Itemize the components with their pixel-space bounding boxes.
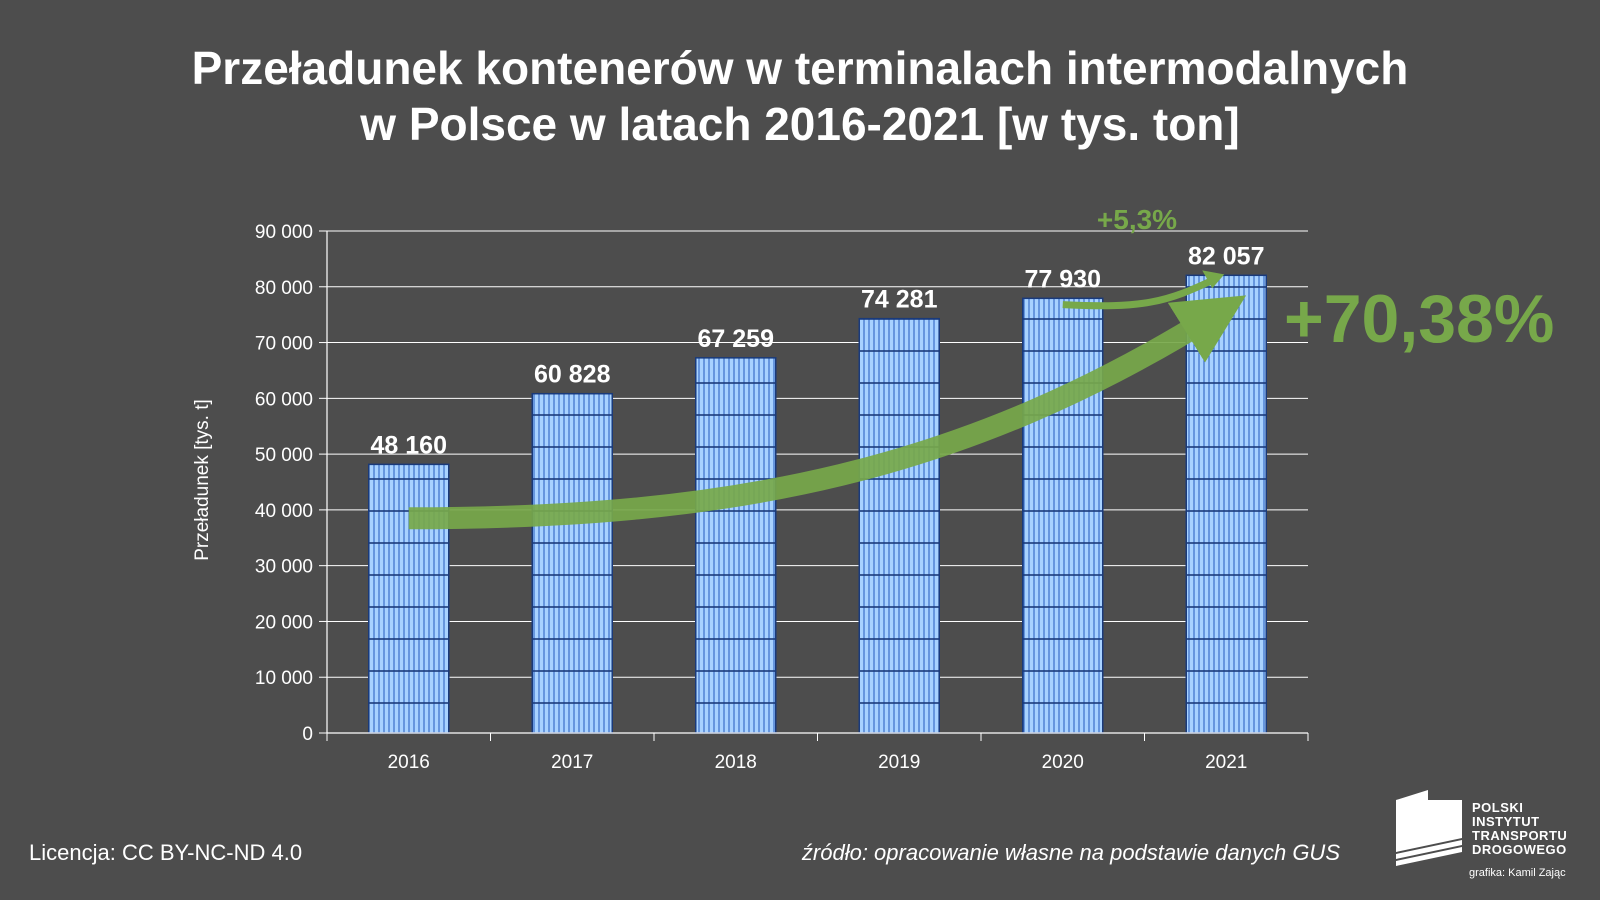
- y-tick-label: 90 000: [255, 222, 313, 243]
- y-tick-label: 60 000: [255, 389, 313, 410]
- y-tick-label: 30 000: [255, 557, 313, 578]
- logo-line: INSTYTUT: [1472, 814, 1540, 829]
- x-tick-label: 2019: [878, 752, 920, 773]
- bar-2020: [1022, 297, 1104, 734]
- bars: [368, 274, 1267, 734]
- pitd-logo: POLSKI INSTYTUT TRANSPORTU DROGOWEGO: [1392, 790, 1582, 890]
- y-tick-label: 10 000: [255, 668, 313, 689]
- y-tick-label: 0: [302, 724, 313, 745]
- x-tick-label: 2017: [551, 752, 593, 773]
- total-growth-arrow: [408, 295, 1247, 530]
- y-tick-label: 70 000: [255, 334, 313, 355]
- x-tick-label: 2020: [1042, 752, 1084, 773]
- growth-annotation-total: +70,38%: [1284, 281, 1554, 357]
- grid-lines: [327, 230, 1308, 678]
- title-line-1: Przeładunek kontenerów w terminalach int…: [191, 42, 1409, 94]
- y-axis-label: Przeładunek [tys. t]: [192, 399, 213, 561]
- y-tick-label: 20 000: [255, 612, 313, 633]
- license-text: Licencja: CC BY-NC-ND 4.0: [29, 840, 303, 865]
- y-tick-label: 40 000: [255, 501, 313, 522]
- source-text: źródło: opracowanie własne na podstawie …: [801, 840, 1340, 865]
- value-label: 82 057: [1188, 242, 1264, 270]
- value-label: 60 828: [534, 361, 611, 389]
- logo-line: POLSKI: [1472, 800, 1524, 815]
- bar-2021: [1185, 274, 1267, 734]
- bar-2019: [858, 317, 940, 734]
- x-tick-label: 2016: [388, 752, 430, 773]
- yearly-growth-arrowhead: [1202, 270, 1225, 289]
- value-label: 67 259: [698, 325, 774, 353]
- title-line-2: w Polsce w latach 2016-2021 [w tys. ton]: [360, 98, 1240, 150]
- graphic-credit: grafika: Kamil Zając: [1469, 867, 1566, 879]
- logo-line: TRANSPORTU: [1472, 828, 1568, 843]
- logo-line: DROGOWEGO: [1472, 842, 1567, 857]
- bar-2018: [695, 357, 777, 734]
- yearly-growth-arrow: [1062, 275, 1218, 310]
- bar-2017: [531, 392, 613, 734]
- chart-title: Przeładunek kontenerów w terminalach int…: [0, 40, 1600, 152]
- x-tick-label: 2021: [1205, 752, 1247, 773]
- growth-arrows: [408, 270, 1247, 530]
- logo-mark-icon: [1396, 790, 1462, 866]
- value-label: 74 281: [861, 286, 938, 314]
- bar-2016: [368, 463, 450, 734]
- value-label: 48 160: [371, 431, 447, 459]
- y-tick-label: 50 000: [255, 445, 313, 466]
- y-tick-label: 80 000: [255, 278, 313, 299]
- axes: 0 10 000 20 000 30 000 40 000 50 000 60 000 70 …: [255, 222, 1309, 773]
- x-tick-label: 2018: [715, 752, 757, 773]
- logo-wordmark: POLSKI INSTYTUT TRANSPORTU DROGOWEGO: [1472, 801, 1567, 857]
- data-labels: 48 160 60 828 67 259 74 281 77 930 82 057: [371, 242, 1265, 459]
- value-label: 77 930: [1025, 265, 1101, 293]
- growth-annotation-small: +5,3%: [1097, 204, 1177, 235]
